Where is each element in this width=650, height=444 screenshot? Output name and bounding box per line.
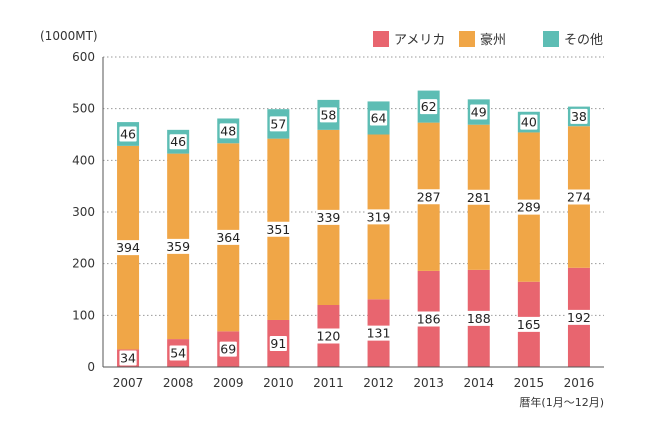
data-label: 48 xyxy=(220,123,236,138)
data-label-bg xyxy=(169,134,187,150)
data-label-bg xyxy=(369,110,388,126)
x-tick-label: 2009 xyxy=(213,376,244,390)
data-label-bg xyxy=(470,104,488,120)
data-label-bg xyxy=(265,221,291,237)
data-label-bg xyxy=(516,199,542,215)
data-label-bg xyxy=(570,108,588,124)
data-label-bg xyxy=(119,126,137,142)
data-label: 319 xyxy=(367,209,391,224)
data-label: 364 xyxy=(216,230,240,245)
y-tick-label: 200 xyxy=(72,257,95,271)
data-label: 287 xyxy=(417,189,441,204)
data-label: 62 xyxy=(421,99,437,114)
x-tick-label: 2014 xyxy=(463,376,494,390)
data-label-bg xyxy=(319,107,338,123)
data-label-bg xyxy=(219,123,237,139)
y-tick-label: 0 xyxy=(87,360,95,374)
legend-swatch xyxy=(459,31,475,47)
data-label-bg xyxy=(219,341,237,357)
data-label-bg xyxy=(416,189,442,205)
data-label-bg xyxy=(269,335,287,351)
data-label-bg xyxy=(566,309,592,325)
legend-swatch xyxy=(543,31,559,47)
data-label-bg xyxy=(165,238,191,254)
y-tick-label: 300 xyxy=(72,205,95,219)
data-label-layer: 34 394 46 54 359 46 69 364 48 91 351 57 120 339 58 131 3… xyxy=(115,99,592,366)
data-label: 192 xyxy=(567,310,591,325)
legend: アメリカ 豪州 その他 xyxy=(373,31,603,48)
data-label-bg xyxy=(316,328,341,344)
data-label: 49 xyxy=(471,105,487,120)
x-tick-label: 2013 xyxy=(413,376,444,390)
x-axis-title: 暦年(1月〜12月) xyxy=(519,395,604,409)
data-label: 64 xyxy=(371,110,387,125)
data-label-bg xyxy=(566,189,592,205)
data-label: 69 xyxy=(220,342,236,357)
x-tick-label: 2007 xyxy=(113,376,144,390)
axis-layer: (1000MT) 暦年(1月〜12月) 0 100 200 300 400 500 600 2… xyxy=(40,29,604,409)
data-label-bg xyxy=(520,114,538,130)
data-label: 120 xyxy=(317,329,341,344)
data-label: 351 xyxy=(266,222,290,237)
data-label: 281 xyxy=(467,190,491,205)
data-label: 57 xyxy=(270,116,286,131)
data-label: 289 xyxy=(517,200,541,215)
x-tick-label: 2016 xyxy=(564,376,595,390)
data-label: 339 xyxy=(317,210,341,225)
legend-label: その他 xyxy=(564,33,603,48)
y-tick-label: 500 xyxy=(72,102,95,116)
x-tick-label: 2008 xyxy=(163,376,194,390)
y-tick-label: 600 xyxy=(72,50,95,64)
x-tick-label: 2010 xyxy=(263,376,294,390)
data-label-bg xyxy=(215,229,241,245)
data-label-bg xyxy=(169,345,187,361)
data-label-bg xyxy=(115,240,141,256)
data-label: 46 xyxy=(170,134,186,149)
data-label-bg xyxy=(466,189,492,205)
data-label-bg xyxy=(316,209,341,225)
data-label-bg xyxy=(119,350,137,366)
data-label: 131 xyxy=(367,326,391,341)
legend-label: アメリカ xyxy=(394,33,445,48)
y-tick-label: 100 xyxy=(72,308,95,322)
data-label: 58 xyxy=(320,107,336,122)
data-label-bg xyxy=(269,116,287,132)
data-label-bg xyxy=(466,310,492,326)
x-tick-label: 2015 xyxy=(514,376,545,390)
data-label-bg xyxy=(516,316,542,332)
data-label: 38 xyxy=(571,109,587,124)
data-label: 40 xyxy=(521,115,537,130)
data-label-bg xyxy=(416,311,442,327)
data-label-bg xyxy=(420,99,438,115)
x-tick-label: 2012 xyxy=(363,376,394,390)
data-label: 91 xyxy=(270,336,286,351)
x-tick-label: 2011 xyxy=(313,376,344,390)
data-label: 165 xyxy=(517,317,541,332)
data-label: 34 xyxy=(120,351,136,366)
data-label: 274 xyxy=(567,190,591,205)
data-label-bg xyxy=(366,325,391,341)
data-label: 54 xyxy=(170,346,186,361)
data-label-bg xyxy=(366,209,391,225)
data-label: 186 xyxy=(417,311,441,326)
y-tick-label: 400 xyxy=(72,153,95,167)
data-label: 394 xyxy=(116,240,140,255)
legend-swatch xyxy=(373,31,389,47)
data-label: 46 xyxy=(120,126,136,141)
legend-label: 豪州 xyxy=(480,32,506,48)
data-label: 188 xyxy=(467,311,491,326)
y-axis-unit-label: (1000MT) xyxy=(40,29,98,43)
data-label: 359 xyxy=(166,239,190,254)
